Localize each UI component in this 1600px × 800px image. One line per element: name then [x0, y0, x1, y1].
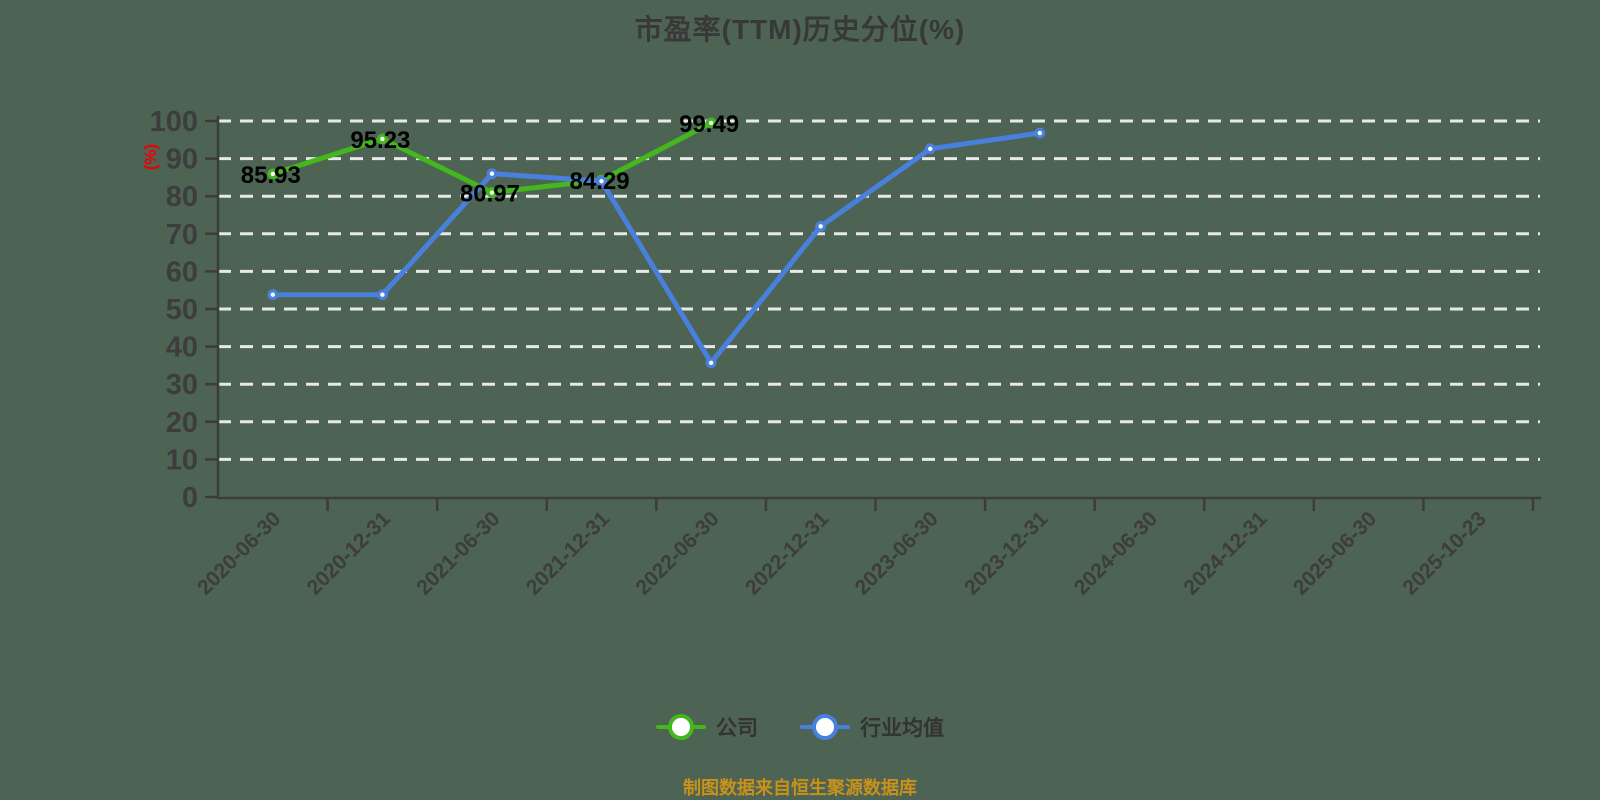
chart-legend: 公司 行业均值: [0, 712, 1600, 742]
svg-text:2022-06-30: 2022-06-30: [631, 507, 723, 599]
series-labels-公司: 85.93 95.23 80.97 84.29 99.49: [241, 111, 739, 208]
svg-text:85.93: 85.93: [241, 162, 301, 189]
svg-text:0: 0: [182, 482, 198, 514]
svg-text:80: 80: [166, 181, 198, 213]
svg-text:2020-12-31: 2020-12-31: [303, 507, 395, 599]
svg-text:2024-12-31: 2024-12-31: [1179, 507, 1271, 599]
axes: 0 10 20 30 40 50 60 70 80 90 100 2020-06-30 2020-12-…: [150, 106, 1541, 599]
svg-text:2022-12-31: 2022-12-31: [741, 507, 833, 599]
svg-text:20: 20: [166, 407, 198, 439]
legend-item-company[interactable]: 公司: [656, 712, 758, 742]
svg-text:99.49: 99.49: [679, 111, 739, 138]
svg-text:50: 50: [166, 294, 198, 326]
svg-text:2024-06-30: 2024-06-30: [1070, 507, 1162, 599]
legend-label-industry-average: 行业均值: [860, 717, 944, 740]
svg-text:2025-06-30: 2025-06-30: [1289, 507, 1381, 599]
svg-text:2023-06-30: 2023-06-30: [851, 507, 943, 599]
svg-text:70: 70: [166, 219, 198, 251]
svg-text:2023-12-31: 2023-12-31: [960, 507, 1052, 599]
company-line-marker-icon: [656, 713, 706, 741]
svg-text:10: 10: [166, 444, 198, 476]
svg-text:40: 40: [166, 332, 198, 364]
legend-circle-marker-icon: [812, 714, 838, 740]
svg-text:84.29: 84.29: [570, 168, 630, 195]
gridlines: [218, 119, 1540, 461]
svg-text:100: 100: [150, 106, 198, 138]
data-source-note: 制图数据来自恒生聚源数据库: [683, 778, 917, 798]
svg-text:2021-06-30: 2021-06-30: [412, 507, 504, 599]
svg-text:60: 60: [166, 256, 198, 288]
industry-line-marker-icon: [800, 713, 850, 741]
svg-text:80.97: 80.97: [460, 181, 520, 208]
pe-percentile-line-chart: 0 10 20 30 40 50 60 70 80 90 100 2020-06-30 2020-12-…: [150, 106, 1541, 599]
svg-text:90: 90: [166, 144, 198, 176]
svg-text:30: 30: [166, 369, 198, 401]
svg-text:2025-10-23: 2025-10-23: [1399, 507, 1491, 599]
svg-text:2020-06-30: 2020-06-30: [193, 507, 285, 599]
chart-title: 市盈率(TTM)历史分位(%): [634, 14, 966, 45]
series-行业均值: [267, 127, 1046, 369]
legend-item-industry-average[interactable]: 行业均值: [800, 712, 944, 742]
legend-circle-marker-icon: [668, 714, 694, 740]
legend-label-company: 公司: [716, 717, 758, 740]
svg-text:2021-12-31: 2021-12-31: [522, 507, 614, 599]
svg-text:95.23: 95.23: [350, 127, 410, 154]
